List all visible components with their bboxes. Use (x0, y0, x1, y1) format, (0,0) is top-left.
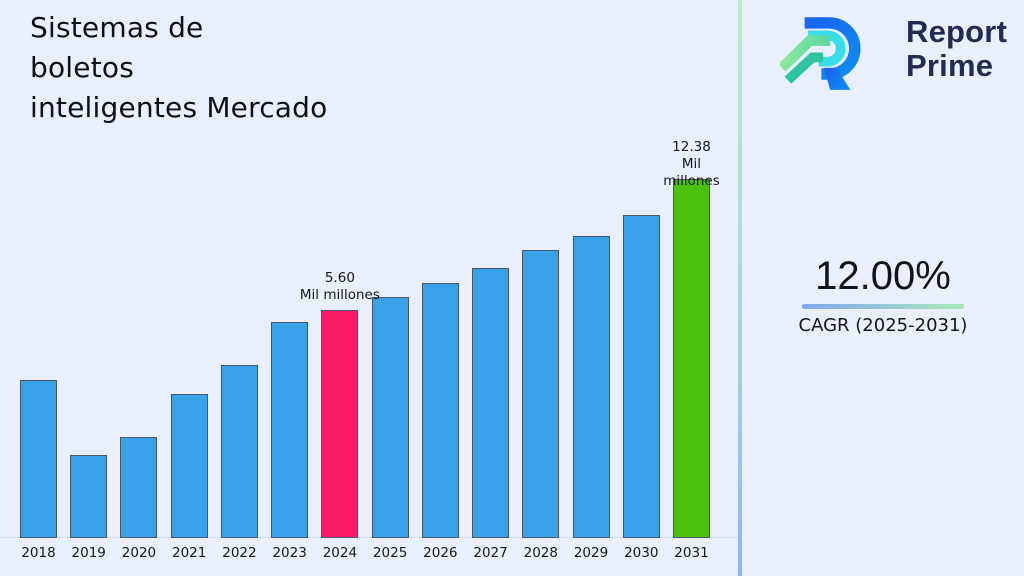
brand-name-line2: Prime (906, 48, 994, 83)
x-tick-2030: 2030 (624, 545, 659, 561)
bar-2020 (120, 437, 158, 538)
right-panel: Report Prime 12.00% CAGR (2025-2031) (742, 0, 1024, 576)
bar-2019 (70, 455, 108, 538)
cagr-value: 12.00% (815, 254, 951, 298)
x-tick-2028: 2028 (523, 545, 558, 561)
report-prime-logo-icon (780, 17, 861, 90)
bar-2029 (572, 236, 610, 538)
cagr-block: 12.00% CAGR (2025-2031) (742, 252, 1024, 336)
bar-value-label-2024: 5.60 Mil millones (299, 270, 380, 303)
bar-2027 (472, 268, 510, 538)
x-tick-2019: 2019 (71, 545, 106, 561)
x-tick-2023: 2023 (272, 545, 307, 561)
bar-2030 (622, 215, 660, 538)
brand-name-line1: Report (906, 14, 1008, 49)
bar-2026 (421, 283, 459, 538)
bar-2023 (271, 322, 309, 538)
bar-2028 (522, 250, 560, 538)
bar-value-label-2031: 12.38 Mil millones (663, 139, 720, 189)
cagr-underline (802, 304, 964, 309)
bar-2024 (321, 310, 359, 538)
x-tick-2027: 2027 (473, 545, 508, 561)
bar-2022 (220, 365, 258, 538)
x-tick-2025: 2025 (372, 545, 408, 561)
brand-name: Report Prime (906, 15, 1007, 83)
bar-2025 (371, 297, 409, 538)
x-tick-2031: 2031 (674, 545, 709, 561)
cagr-label: CAGR (2025-2031) (798, 315, 968, 336)
x-tick-2024: 2024 (322, 545, 358, 561)
x-tick-2022: 2022 (222, 545, 257, 561)
brand-logo: Report Prime (780, 8, 1024, 98)
bar-2021 (170, 394, 208, 538)
x-tick-2026: 2026 (423, 545, 458, 561)
bar-chart: 2018 2019 2020 2021 2022 2023 2024 2025 2026 2027… (0, 139, 738, 561)
x-tick-2021: 2021 (172, 545, 207, 561)
x-tick-2020: 2020 (121, 545, 157, 561)
vertical-divider (738, 0, 742, 576)
x-tick-2029: 2029 (573, 545, 609, 561)
bar-2031 (672, 179, 710, 538)
page-title: Sistemas de boletos inteligentes Mercado (30, 11, 328, 124)
bar-2018 (20, 380, 57, 538)
x-axis-line (0, 537, 738, 538)
x-tick-2018: 2018 (21, 545, 56, 561)
